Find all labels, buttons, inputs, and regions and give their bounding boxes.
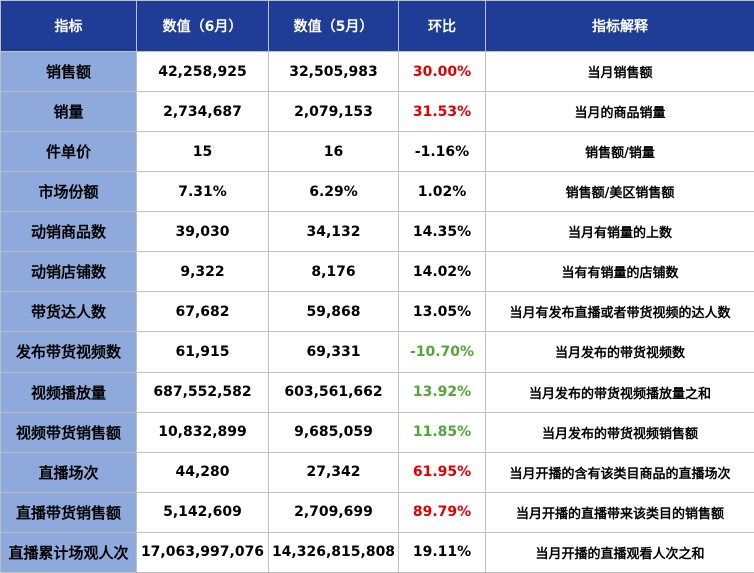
- metric-description-cell: 当月有销量的上数: [485, 211, 754, 253]
- june-value-cell: 67,682: [136, 291, 269, 333]
- metric-name-cell: 直播累计场观人次: [0, 531, 137, 573]
- june-value-cell: 2,734,687: [136, 91, 269, 133]
- metric-description-cell: 当月销售额: [485, 50, 754, 93]
- may-value-cell: 32,505,983: [268, 50, 399, 93]
- metric-description-cell: 当月发布的带货视频销售额: [485, 411, 754, 453]
- metric-name-cell: 带货达人数: [0, 291, 137, 333]
- mom-change-cell: 19.11%: [398, 531, 486, 573]
- mom-change-cell: 31.53%: [398, 91, 486, 133]
- header-june: 数值（6月）: [136, 0, 269, 52]
- mom-change-cell: 14.35%: [398, 211, 486, 253]
- metric-name-cell: 件单价: [0, 131, 137, 173]
- metric-description-cell: 当月的商品销量: [485, 91, 754, 133]
- mom-change-cell: 14.02%: [398, 251, 486, 293]
- mom-change-cell: 13.92%: [398, 371, 486, 413]
- table-header: 指标 数值（6月） 数值（5月） 环比 指标解释: [0, 0, 754, 52]
- may-value-cell: 8,176: [268, 251, 399, 293]
- metric-description-cell: 当月有发布直播或者带货视频的达人数: [485, 291, 754, 333]
- table-body: 销售额 42,258,925 32,505,983 30.00% 当月销售额 销量 2,73…: [0, 50, 754, 573]
- header-row: 指标 数值（6月） 数值（5月） 环比 指标解释: [0, 0, 754, 52]
- metric-description-cell: 当月开播的含有该类目商品的直播场次: [485, 451, 754, 493]
- metric-description-cell: 当月发布的带货视频数: [485, 331, 754, 373]
- june-value-cell: 10,832,899: [136, 411, 269, 453]
- may-value-cell: 14,326,815,808: [268, 531, 399, 573]
- mom-change-cell: -1.16%: [398, 131, 486, 173]
- metric-description-cell: 当有有销量的店铺数: [485, 251, 754, 293]
- table-row: 销售额 42,258,925 32,505,983 30.00% 当月销售额: [0, 50, 754, 93]
- table-row: 视频播放量 687,552,582 603,561,662 13.92% 当月发布的带货…: [0, 371, 754, 413]
- table-row: 动销店铺数 9,322 8,176 14.02% 当有有销量的店铺数: [0, 251, 754, 293]
- mom-change-cell: 11.85%: [398, 411, 486, 453]
- june-value-cell: 687,552,582: [136, 371, 269, 413]
- may-value-cell: 6.29%: [268, 171, 399, 213]
- metric-name-cell: 销售额: [0, 50, 137, 93]
- mom-change-cell: 30.00%: [398, 50, 486, 93]
- table-row: 直播累计场观人次 17,063,997,076 14,326,815,808 19.1…: [0, 531, 754, 573]
- may-value-cell: 34,132: [268, 211, 399, 253]
- june-value-cell: 42,258,925: [136, 50, 269, 93]
- table-row: 带货达人数 67,682 59,868 13.05% 当月有发布直播或者带货视频的达人数: [0, 291, 754, 333]
- table-row: 动销商品数 39,030 34,132 14.35% 当月有销量的上数: [0, 211, 754, 253]
- metric-name-cell: 销量: [0, 91, 137, 133]
- june-value-cell: 15: [136, 131, 269, 173]
- metric-name-cell: 动销店铺数: [0, 251, 137, 293]
- may-value-cell: 9,685,059: [268, 411, 399, 453]
- header-metric: 指标: [0, 0, 137, 52]
- table-row: 市场份额 7.31% 6.29% 1.02% 销售额/美区销售额: [0, 171, 754, 213]
- metric-description-cell: 销售额/美区销售额: [485, 171, 754, 213]
- metric-name-cell: 直播场次: [0, 451, 137, 493]
- metric-name-cell: 视频带货销售额: [0, 411, 137, 453]
- table-row: 销量 2,734,687 2,079,153 31.53% 当月的商品销量: [0, 91, 754, 133]
- table-row: 发布带货视频数 61,915 69,331 -10.70% 当月发布的带货视频数: [0, 331, 754, 373]
- metric-name-cell: 动销商品数: [0, 211, 137, 253]
- metric-description-cell: 销售额/销量: [485, 131, 754, 173]
- june-value-cell: 7.31%: [136, 171, 269, 213]
- june-value-cell: 5,142,609: [136, 491, 269, 533]
- metric-name-cell: 视频播放量: [0, 371, 137, 413]
- table-row: 视频带货销售额 10,832,899 9,685,059 11.85% 当月发布的带货视…: [0, 411, 754, 453]
- table-row: 直播场次 44,280 27,342 61.95% 当月开播的含有该类目商品的直播场次: [0, 451, 754, 493]
- table-row: 直播带货销售额 5,142,609 2,709,699 89.79% 当月开播的直播带来…: [0, 491, 754, 533]
- header-mom: 环比: [398, 0, 486, 52]
- metric-name-cell: 直播带货销售额: [0, 491, 137, 533]
- may-value-cell: 2,079,153: [268, 91, 399, 133]
- metric-description-cell: 当月开播的直播带来该类目的销售额: [485, 491, 754, 533]
- header-may: 数值（5月）: [268, 0, 399, 52]
- june-value-cell: 17,063,997,076: [136, 531, 269, 573]
- june-value-cell: 9,322: [136, 251, 269, 293]
- may-value-cell: 27,342: [268, 451, 399, 493]
- metric-description-cell: 当月发布的带货视频播放量之和: [485, 371, 754, 413]
- header-explain: 指标解释: [485, 0, 754, 52]
- june-value-cell: 39,030: [136, 211, 269, 253]
- mom-change-cell: 61.95%: [398, 451, 486, 493]
- mom-change-cell: -10.70%: [398, 331, 486, 373]
- may-value-cell: 16: [268, 131, 399, 173]
- mom-change-cell: 1.02%: [398, 171, 486, 213]
- mom-change-cell: 13.05%: [398, 291, 486, 333]
- june-value-cell: 44,280: [136, 451, 269, 493]
- june-value-cell: 61,915: [136, 331, 269, 373]
- may-value-cell: 69,331: [268, 331, 399, 373]
- table-row: 件单价 15 16 -1.16% 销售额/销量: [0, 131, 754, 173]
- metric-description-cell: 当月开播的直播观看人次之和: [485, 531, 754, 573]
- may-value-cell: 59,868: [268, 291, 399, 333]
- mom-change-cell: 89.79%: [398, 491, 486, 533]
- may-value-cell: 603,561,662: [268, 371, 399, 413]
- metric-name-cell: 市场份额: [0, 171, 137, 213]
- may-value-cell: 2,709,699: [268, 491, 399, 533]
- metric-name-cell: 发布带货视频数: [0, 331, 137, 373]
